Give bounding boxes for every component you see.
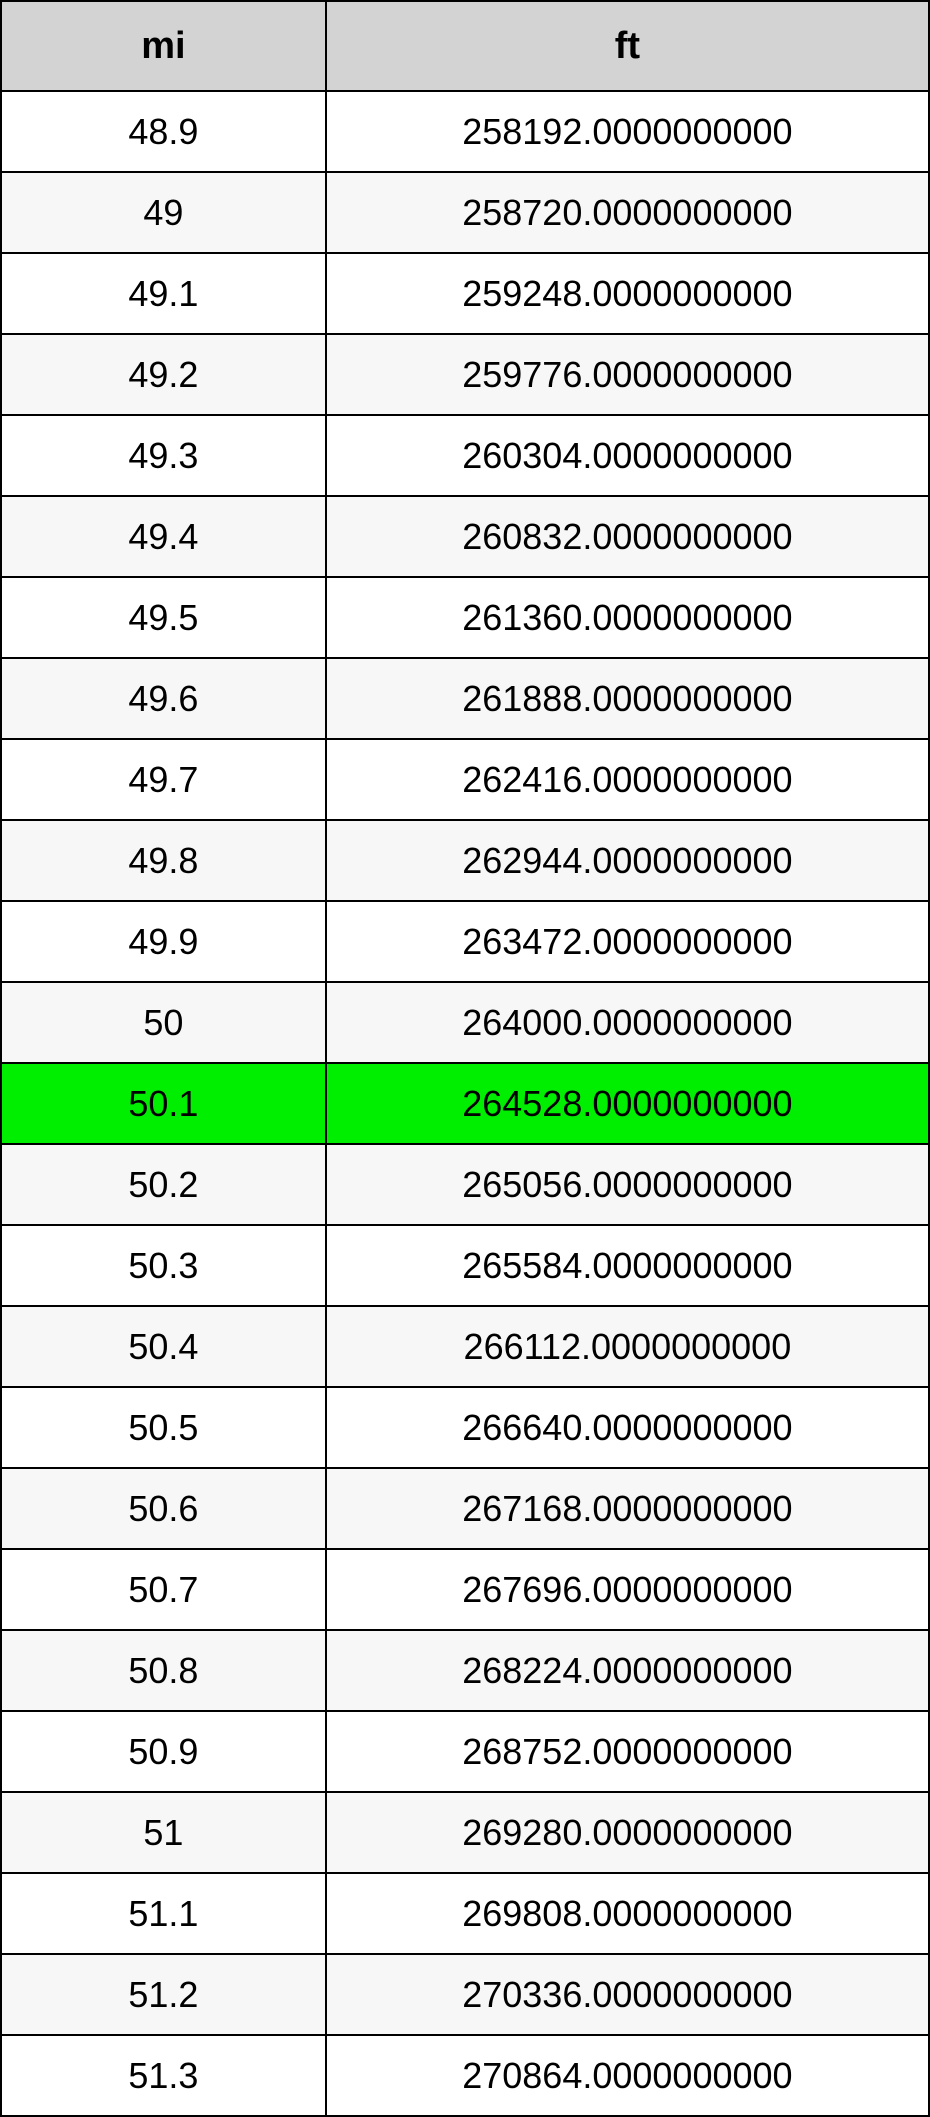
table-row: 49.1259248.0000000000: [1, 253, 929, 334]
conversion-table: mi ft 48.9258192.000000000049258720.0000…: [0, 0, 930, 2117]
table-row: 51.2270336.0000000000: [1, 1954, 929, 2035]
cell-ft: 266640.0000000000: [326, 1387, 929, 1468]
cell-mi: 49.8: [1, 820, 326, 901]
cell-ft: 260304.0000000000: [326, 415, 929, 496]
cell-ft: 260832.0000000000: [326, 496, 929, 577]
cell-ft: 264000.0000000000: [326, 982, 929, 1063]
cell-ft: 266112.0000000000: [326, 1306, 929, 1387]
cell-mi: 51.3: [1, 2035, 326, 2116]
cell-mi: 49.5: [1, 577, 326, 658]
table-row: 50.1264528.0000000000: [1, 1063, 929, 1144]
table-row: 50.5266640.0000000000: [1, 1387, 929, 1468]
cell-ft: 269808.0000000000: [326, 1873, 929, 1954]
cell-mi: 48.9: [1, 91, 326, 172]
cell-ft: 267696.0000000000: [326, 1549, 929, 1630]
cell-ft: 264528.0000000000: [326, 1063, 929, 1144]
table-row: 51269280.0000000000: [1, 1792, 929, 1873]
cell-mi: 49.6: [1, 658, 326, 739]
cell-mi: 49.9: [1, 901, 326, 982]
table-row: 50.6267168.0000000000: [1, 1468, 929, 1549]
cell-mi: 49.2: [1, 334, 326, 415]
cell-mi: 50.7: [1, 1549, 326, 1630]
cell-mi: 50.4: [1, 1306, 326, 1387]
cell-ft: 261888.0000000000: [326, 658, 929, 739]
cell-mi: 49.1: [1, 253, 326, 334]
cell-ft: 270336.0000000000: [326, 1954, 929, 2035]
cell-ft: 258720.0000000000: [326, 172, 929, 253]
table-row: 50.7267696.0000000000: [1, 1549, 929, 1630]
table-row: 49.5261360.0000000000: [1, 577, 929, 658]
table-row: 50.3265584.0000000000: [1, 1225, 929, 1306]
cell-ft: 268752.0000000000: [326, 1711, 929, 1792]
cell-ft: 265584.0000000000: [326, 1225, 929, 1306]
cell-ft: 263472.0000000000: [326, 901, 929, 982]
table-row: 50.8268224.0000000000: [1, 1630, 929, 1711]
cell-ft: 262416.0000000000: [326, 739, 929, 820]
cell-mi: 50.8: [1, 1630, 326, 1711]
cell-ft: 268224.0000000000: [326, 1630, 929, 1711]
cell-mi: 50: [1, 982, 326, 1063]
table-row: 49.7262416.0000000000: [1, 739, 929, 820]
cell-mi: 50.3: [1, 1225, 326, 1306]
cell-mi: 50.6: [1, 1468, 326, 1549]
column-header-ft: ft: [326, 1, 929, 91]
cell-mi: 51: [1, 1792, 326, 1873]
cell-ft: 259248.0000000000: [326, 253, 929, 334]
cell-ft: 262944.0000000000: [326, 820, 929, 901]
table-row: 49.3260304.0000000000: [1, 415, 929, 496]
table-row: 51.1269808.0000000000: [1, 1873, 929, 1954]
cell-ft: 261360.0000000000: [326, 577, 929, 658]
cell-mi: 49.4: [1, 496, 326, 577]
cell-ft: 259776.0000000000: [326, 334, 929, 415]
cell-mi: 50.9: [1, 1711, 326, 1792]
table-row: 49.8262944.0000000000: [1, 820, 929, 901]
cell-mi: 50.1: [1, 1063, 326, 1144]
cell-mi: 50.5: [1, 1387, 326, 1468]
table-row: 49.2259776.0000000000: [1, 334, 929, 415]
table-row: 49.4260832.0000000000: [1, 496, 929, 577]
table-row: 49258720.0000000000: [1, 172, 929, 253]
table-row: 49.9263472.0000000000: [1, 901, 929, 982]
table-row: 48.9258192.0000000000: [1, 91, 929, 172]
cell-ft: 267168.0000000000: [326, 1468, 929, 1549]
table-row: 49.6261888.0000000000: [1, 658, 929, 739]
cell-mi: 49: [1, 172, 326, 253]
table-body: 48.9258192.000000000049258720.0000000000…: [1, 91, 929, 2116]
column-header-mi: mi: [1, 1, 326, 91]
table-row: 50.4266112.0000000000: [1, 1306, 929, 1387]
cell-ft: 270864.0000000000: [326, 2035, 929, 2116]
cell-ft: 269280.0000000000: [326, 1792, 929, 1873]
cell-ft: 258192.0000000000: [326, 91, 929, 172]
table-header-row: mi ft: [1, 1, 929, 91]
table-row: 51.3270864.0000000000: [1, 2035, 929, 2116]
table-row: 50.2265056.0000000000: [1, 1144, 929, 1225]
cell-mi: 49.7: [1, 739, 326, 820]
cell-mi: 50.2: [1, 1144, 326, 1225]
cell-mi: 51.1: [1, 1873, 326, 1954]
cell-mi: 49.3: [1, 415, 326, 496]
table-row: 50.9268752.0000000000: [1, 1711, 929, 1792]
cell-mi: 51.2: [1, 1954, 326, 2035]
table-row: 50264000.0000000000: [1, 982, 929, 1063]
cell-ft: 265056.0000000000: [326, 1144, 929, 1225]
